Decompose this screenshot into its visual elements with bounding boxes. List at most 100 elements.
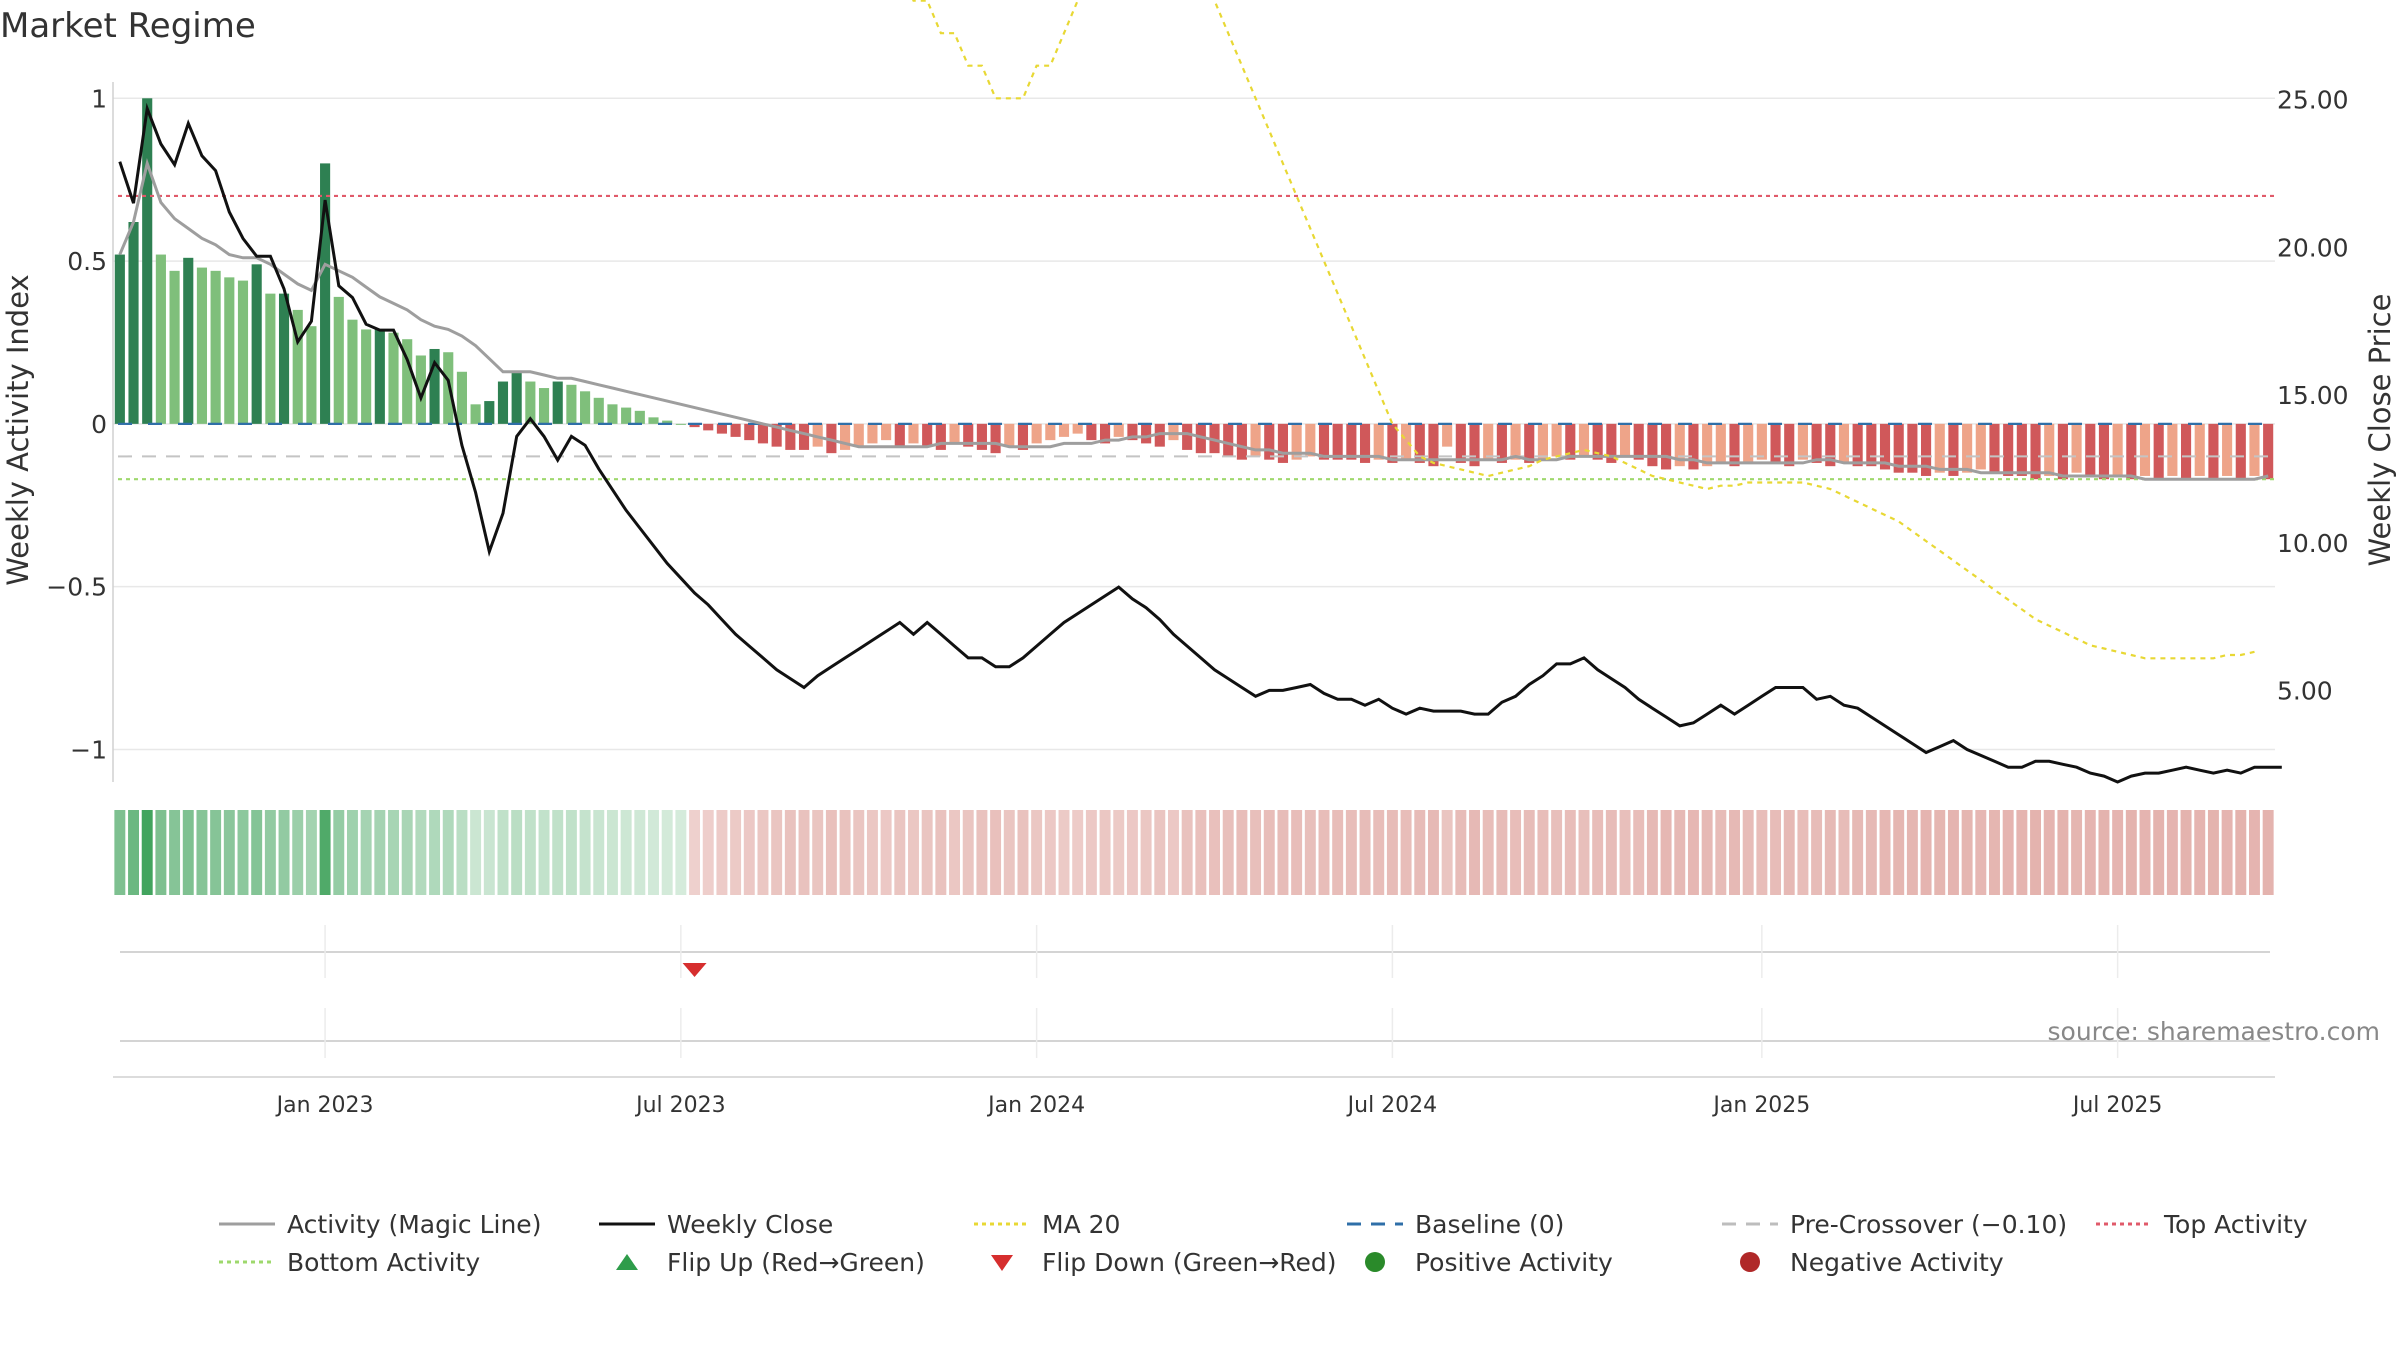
regime-cell (1386, 810, 1398, 895)
right-tick-label: 25.00 (2277, 86, 2349, 115)
regime-cell (429, 810, 441, 895)
activity-bar (1086, 423, 1097, 441)
regime-cell (866, 810, 878, 895)
legend-item: Pre-Crossover (−0.10) (1718, 1205, 2067, 1243)
regime-cell (470, 810, 482, 895)
activity-bar (1825, 423, 1836, 467)
activity-bar (1770, 423, 1781, 463)
regime-cell (114, 810, 126, 895)
activity-bar (142, 98, 153, 424)
activity-bar (1729, 423, 1740, 467)
regime-cell (1263, 810, 1275, 895)
regime-cell (456, 810, 468, 895)
activity-bar (949, 423, 960, 444)
activity-bar (265, 293, 276, 424)
regime-cell (1044, 810, 1056, 895)
regime-cell (1017, 810, 1029, 895)
regime-cell (1085, 810, 1097, 895)
activity-bar (320, 163, 331, 424)
activity-bar (1921, 423, 1932, 476)
left-axis-ticks: 1 0.5 0 −0.5 −1 (46, 84, 107, 764)
x-tick-label: Jan 2023 (275, 1093, 374, 1118)
activity-bar (1948, 423, 1959, 476)
activity-bar (2167, 423, 2178, 476)
regime-cell (1168, 810, 1179, 895)
regime-cell (1578, 810, 1590, 895)
activity-bar (1756, 423, 1767, 460)
regime-cell (360, 810, 372, 895)
regime-cell (1099, 810, 1111, 895)
regime-cell (1865, 810, 1877, 895)
x-tick-label: Jul 2025 (2071, 1093, 2163, 1118)
activity-bar (1743, 423, 1754, 463)
regime-cell (1250, 810, 1262, 895)
activity-bar (333, 296, 344, 424)
regime-cell (593, 810, 605, 895)
activity-bar (1565, 423, 1576, 460)
activity-bar (388, 332, 399, 424)
activity-bar (1537, 423, 1548, 460)
activity-bar (415, 355, 426, 424)
regime-cell (1551, 810, 1563, 895)
activity-bar (771, 423, 782, 447)
regime-cell (1646, 810, 1658, 895)
regime-cell (1345, 810, 1357, 895)
activity-bar (1305, 423, 1316, 457)
activity-bar (867, 423, 878, 444)
activity-bar (798, 423, 810, 450)
series-lines (118, 0, 2282, 784)
regime-cell (2043, 810, 2055, 895)
regime-cell (2016, 810, 2028, 895)
regime-cell (2153, 810, 2165, 895)
regime-cell (1989, 810, 2000, 895)
activity-bar (963, 423, 974, 447)
activity-bar (2153, 423, 2164, 480)
legend-label: Negative Activity (1790, 1247, 2004, 1277)
activity-bar (1058, 423, 1070, 437)
regime-cell (251, 810, 263, 895)
activity-bar (757, 423, 769, 444)
left-tick-label: 0.5 (67, 247, 107, 276)
activity-bar (1004, 423, 1015, 447)
activity-bar (1428, 423, 1439, 467)
regime-cell (1770, 810, 1782, 895)
regime-cell (1920, 810, 1932, 895)
activity-bar (1168, 423, 1179, 441)
regime-cell (1154, 810, 1166, 895)
regime-cell (853, 810, 865, 895)
legend-label: Bottom Activity (287, 1247, 481, 1277)
activity-bar (1496, 423, 1507, 463)
legend-swatch (991, 1255, 1013, 1271)
regime-cell (1852, 810, 1864, 895)
regime-cell (1742, 810, 1754, 895)
activity-bar (1784, 423, 1795, 467)
activity-bar (1236, 423, 1247, 460)
legend-swatch (2096, 1222, 2152, 1226)
activity-bar (1661, 423, 1672, 470)
regime-cell (949, 810, 961, 895)
activity-bar (2139, 423, 2151, 476)
regime-cell (2030, 810, 2042, 895)
regime-cell (1797, 810, 1809, 895)
activity-bar (1907, 423, 1918, 473)
activity-bar (580, 391, 591, 424)
regime-cell (2084, 810, 2096, 895)
legend-swatch (1740, 1252, 1760, 1272)
activity-bar (361, 329, 372, 424)
legend-item: Baseline (0) (1343, 1205, 1564, 1243)
activity-bar (237, 280, 249, 424)
regime-cell (634, 810, 646, 895)
regime-cell (1427, 810, 1439, 895)
regime-cell (771, 810, 783, 895)
activity-bar (922, 423, 933, 447)
legend-label: Flip Up (Red→Green) (667, 1247, 925, 1277)
activity-bar (155, 254, 166, 424)
legend-swatch (599, 1222, 655, 1226)
regime-cell (1961, 810, 1973, 895)
activity-bar (1838, 423, 1850, 463)
regime-cell (1633, 810, 1645, 895)
legend-label: MA 20 (1042, 1209, 1121, 1239)
regime-cell (1496, 810, 1508, 895)
activity-bar (1195, 423, 1206, 454)
activity-bar (497, 381, 509, 424)
